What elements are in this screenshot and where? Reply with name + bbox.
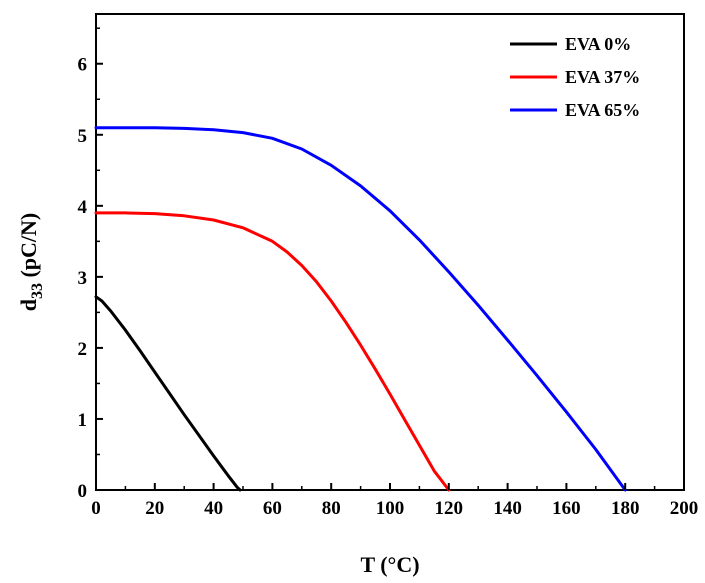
legend-label: EVA 65%	[565, 100, 640, 120]
y-axis-title-unit: (pC/N)	[16, 213, 41, 283]
y-tick-label: 2	[78, 339, 88, 360]
y-axis-title-subscript: 33	[29, 283, 46, 299]
series-layer	[94, 126, 627, 492]
y-tick-label: 0	[78, 481, 88, 502]
y-axis-title: d33 (pC/N)	[16, 213, 46, 312]
y-tick-label: 3	[78, 268, 88, 289]
x-tick-label: 0	[91, 498, 101, 519]
x-tick-label: 160	[552, 498, 581, 519]
series-line-eva-65	[94, 126, 627, 492]
x-tick-label: 100	[376, 498, 405, 519]
x-tick-label: 60	[263, 498, 282, 519]
series-line-eva-37	[94, 211, 451, 492]
y-axis-title-main: d	[16, 299, 41, 311]
x-tick-label: 20	[145, 498, 164, 519]
x-tick-label: 140	[493, 498, 522, 519]
y-tick-label: 1	[78, 410, 88, 431]
legend-label: EVA 0%	[565, 34, 631, 54]
x-tick-label: 120	[435, 498, 464, 519]
legend: EVA 0% EVA 37% EVA 65%	[510, 34, 640, 120]
x-tick-label: 180	[611, 498, 640, 519]
y-tick-label: 5	[78, 126, 88, 147]
x-tick-label: 80	[322, 498, 341, 519]
x-tick-label: 40	[204, 498, 223, 519]
legend-label: EVA 37%	[565, 67, 640, 87]
series-line-eva-0	[94, 295, 242, 492]
x-axis-title: T (°C)	[360, 552, 419, 577]
x-tick-label: 200	[670, 498, 699, 519]
y-tick-label: 4	[78, 197, 88, 218]
y-tick-label: 6	[78, 55, 88, 76]
